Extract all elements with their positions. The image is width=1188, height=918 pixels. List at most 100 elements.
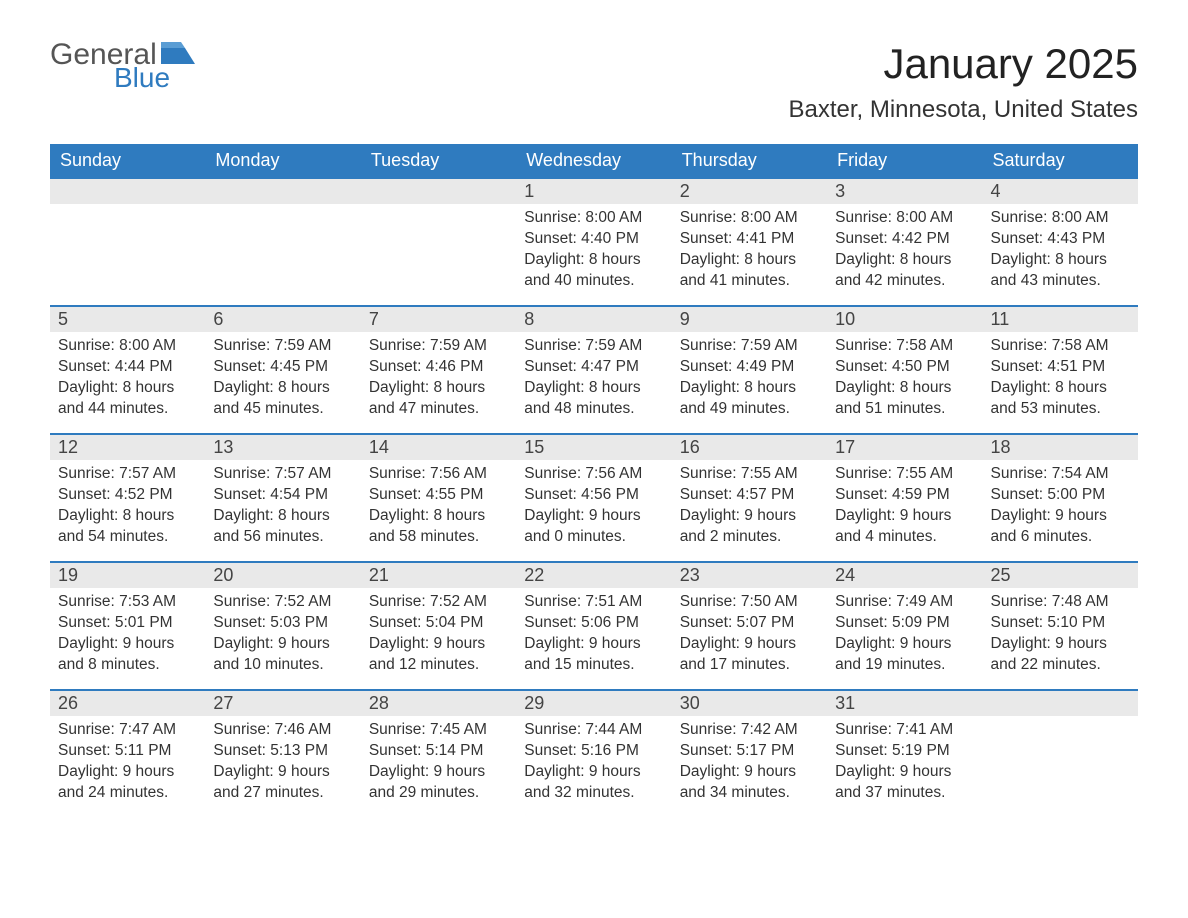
calendar-day-cell: 28Sunrise: 7:45 AMSunset: 5:14 PMDayligh… xyxy=(361,690,516,818)
sunset-line: Sunset: 4:40 PM xyxy=(524,229,663,250)
day-number: 30 xyxy=(672,691,827,716)
day-details: Sunrise: 7:47 AMSunset: 5:11 PMDaylight:… xyxy=(50,716,205,814)
daylight-line: Daylight: 8 hours and 54 minutes. xyxy=(58,506,197,548)
day-number: 21 xyxy=(361,563,516,588)
sunrise-line: Sunrise: 7:44 AM xyxy=(524,720,663,741)
calendar-day-cell: 31Sunrise: 7:41 AMSunset: 5:19 PMDayligh… xyxy=(827,690,982,818)
calendar-day-cell xyxy=(361,178,516,306)
sunset-line: Sunset: 5:19 PM xyxy=(835,741,974,762)
day-details: Sunrise: 7:51 AMSunset: 5:06 PMDaylight:… xyxy=(516,588,671,686)
day-details: Sunrise: 8:00 AMSunset: 4:40 PMDaylight:… xyxy=(516,204,671,302)
calendar-day-cell: 2Sunrise: 8:00 AMSunset: 4:41 PMDaylight… xyxy=(672,178,827,306)
daylight-line: Daylight: 9 hours and 27 minutes. xyxy=(213,762,352,804)
day-details: Sunrise: 7:59 AMSunset: 4:45 PMDaylight:… xyxy=(205,332,360,430)
daylight-line: Daylight: 9 hours and 12 minutes. xyxy=(369,634,508,676)
day-details: Sunrise: 8:00 AMSunset: 4:43 PMDaylight:… xyxy=(983,204,1138,302)
daylight-line: Daylight: 8 hours and 49 minutes. xyxy=(680,378,819,420)
sunrise-line: Sunrise: 7:56 AM xyxy=(369,464,508,485)
logo-text-blue: Blue xyxy=(114,64,195,92)
calendar-table: SundayMondayTuesdayWednesdayThursdayFrid… xyxy=(50,144,1138,818)
day-details: Sunrise: 7:53 AMSunset: 5:01 PMDaylight:… xyxy=(50,588,205,686)
calendar-day-cell: 21Sunrise: 7:52 AMSunset: 5:04 PMDayligh… xyxy=(361,562,516,690)
sunset-line: Sunset: 4:55 PM xyxy=(369,485,508,506)
sunset-line: Sunset: 5:04 PM xyxy=(369,613,508,634)
weekday-header-row: SundayMondayTuesdayWednesdayThursdayFrid… xyxy=(50,144,1138,178)
calendar-day-cell xyxy=(50,178,205,306)
sunset-line: Sunset: 4:44 PM xyxy=(58,357,197,378)
sunrise-line: Sunrise: 7:54 AM xyxy=(991,464,1130,485)
calendar-day-cell: 14Sunrise: 7:56 AMSunset: 4:55 PMDayligh… xyxy=(361,434,516,562)
day-details: Sunrise: 7:48 AMSunset: 5:10 PMDaylight:… xyxy=(983,588,1138,686)
day-number: 22 xyxy=(516,563,671,588)
day-details: Sunrise: 8:00 AMSunset: 4:41 PMDaylight:… xyxy=(672,204,827,302)
day-number: 7 xyxy=(361,307,516,332)
calendar-week-row: 12Sunrise: 7:57 AMSunset: 4:52 PMDayligh… xyxy=(50,434,1138,562)
calendar-day-cell: 8Sunrise: 7:59 AMSunset: 4:47 PMDaylight… xyxy=(516,306,671,434)
sunrise-line: Sunrise: 7:58 AM xyxy=(835,336,974,357)
sunset-line: Sunset: 5:03 PM xyxy=(213,613,352,634)
calendar-day-cell: 11Sunrise: 7:58 AMSunset: 4:51 PMDayligh… xyxy=(983,306,1138,434)
day-number: 16 xyxy=(672,435,827,460)
daylight-line: Daylight: 9 hours and 6 minutes. xyxy=(991,506,1130,548)
sunrise-line: Sunrise: 8:00 AM xyxy=(524,208,663,229)
daylight-line: Daylight: 9 hours and 17 minutes. xyxy=(680,634,819,676)
sunrise-line: Sunrise: 8:00 AM xyxy=(58,336,197,357)
calendar-day-cell: 24Sunrise: 7:49 AMSunset: 5:09 PMDayligh… xyxy=(827,562,982,690)
daylight-line: Daylight: 8 hours and 47 minutes. xyxy=(369,378,508,420)
sunset-line: Sunset: 5:14 PM xyxy=(369,741,508,762)
day-number: 31 xyxy=(827,691,982,716)
day-details: Sunrise: 7:52 AMSunset: 5:03 PMDaylight:… xyxy=(205,588,360,686)
daylight-line: Daylight: 8 hours and 42 minutes. xyxy=(835,250,974,292)
calendar-day-cell: 26Sunrise: 7:47 AMSunset: 5:11 PMDayligh… xyxy=(50,690,205,818)
sunrise-line: Sunrise: 7:58 AM xyxy=(991,336,1130,357)
day-details: Sunrise: 8:00 AMSunset: 4:42 PMDaylight:… xyxy=(827,204,982,302)
daylight-line: Daylight: 8 hours and 56 minutes. xyxy=(213,506,352,548)
sunrise-line: Sunrise: 7:41 AM xyxy=(835,720,974,741)
sunrise-line: Sunrise: 8:00 AM xyxy=(835,208,974,229)
sunrise-line: Sunrise: 7:57 AM xyxy=(58,464,197,485)
sunset-line: Sunset: 5:16 PM xyxy=(524,741,663,762)
sunset-line: Sunset: 4:54 PM xyxy=(213,485,352,506)
sunrise-line: Sunrise: 7:42 AM xyxy=(680,720,819,741)
day-details: Sunrise: 7:59 AMSunset: 4:49 PMDaylight:… xyxy=(672,332,827,430)
daylight-line: Daylight: 9 hours and 0 minutes. xyxy=(524,506,663,548)
sunrise-line: Sunrise: 7:49 AM xyxy=(835,592,974,613)
day-details: Sunrise: 7:52 AMSunset: 5:04 PMDaylight:… xyxy=(361,588,516,686)
day-number: 11 xyxy=(983,307,1138,332)
calendar-day-cell: 23Sunrise: 7:50 AMSunset: 5:07 PMDayligh… xyxy=(672,562,827,690)
day-number: 6 xyxy=(205,307,360,332)
daylight-line: Daylight: 9 hours and 29 minutes. xyxy=(369,762,508,804)
day-details xyxy=(983,716,1138,730)
flag-icon xyxy=(161,42,195,64)
sunset-line: Sunset: 4:49 PM xyxy=(680,357,819,378)
calendar-week-row: 19Sunrise: 7:53 AMSunset: 5:01 PMDayligh… xyxy=(50,562,1138,690)
page-title: January 2025 xyxy=(788,40,1138,88)
calendar-day-cell: 13Sunrise: 7:57 AMSunset: 4:54 PMDayligh… xyxy=(205,434,360,562)
sunrise-line: Sunrise: 7:50 AM xyxy=(680,592,819,613)
day-number: 19 xyxy=(50,563,205,588)
day-details: Sunrise: 7:45 AMSunset: 5:14 PMDaylight:… xyxy=(361,716,516,814)
day-number xyxy=(361,179,516,204)
sunset-line: Sunset: 4:43 PM xyxy=(991,229,1130,250)
daylight-line: Daylight: 8 hours and 48 minutes. xyxy=(524,378,663,420)
calendar-day-cell: 22Sunrise: 7:51 AMSunset: 5:06 PMDayligh… xyxy=(516,562,671,690)
daylight-line: Daylight: 9 hours and 24 minutes. xyxy=(58,762,197,804)
day-number: 29 xyxy=(516,691,671,716)
calendar-day-cell: 9Sunrise: 7:59 AMSunset: 4:49 PMDaylight… xyxy=(672,306,827,434)
day-details: Sunrise: 7:42 AMSunset: 5:17 PMDaylight:… xyxy=(672,716,827,814)
sunset-line: Sunset: 5:06 PM xyxy=(524,613,663,634)
calendar-day-cell: 19Sunrise: 7:53 AMSunset: 5:01 PMDayligh… xyxy=(50,562,205,690)
day-details: Sunrise: 7:49 AMSunset: 5:09 PMDaylight:… xyxy=(827,588,982,686)
sunset-line: Sunset: 4:41 PM xyxy=(680,229,819,250)
calendar-day-cell: 6Sunrise: 7:59 AMSunset: 4:45 PMDaylight… xyxy=(205,306,360,434)
calendar-week-row: 26Sunrise: 7:47 AMSunset: 5:11 PMDayligh… xyxy=(50,690,1138,818)
day-details: Sunrise: 7:58 AMSunset: 4:50 PMDaylight:… xyxy=(827,332,982,430)
daylight-line: Daylight: 9 hours and 32 minutes. xyxy=(524,762,663,804)
calendar-week-row: 5Sunrise: 8:00 AMSunset: 4:44 PMDaylight… xyxy=(50,306,1138,434)
sunset-line: Sunset: 5:09 PM xyxy=(835,613,974,634)
day-details: Sunrise: 7:41 AMSunset: 5:19 PMDaylight:… xyxy=(827,716,982,814)
calendar-day-cell: 27Sunrise: 7:46 AMSunset: 5:13 PMDayligh… xyxy=(205,690,360,818)
header: General Blue January 2025 Baxter, Minnes… xyxy=(50,40,1138,138)
sunset-line: Sunset: 5:00 PM xyxy=(991,485,1130,506)
sunrise-line: Sunrise: 7:45 AM xyxy=(369,720,508,741)
